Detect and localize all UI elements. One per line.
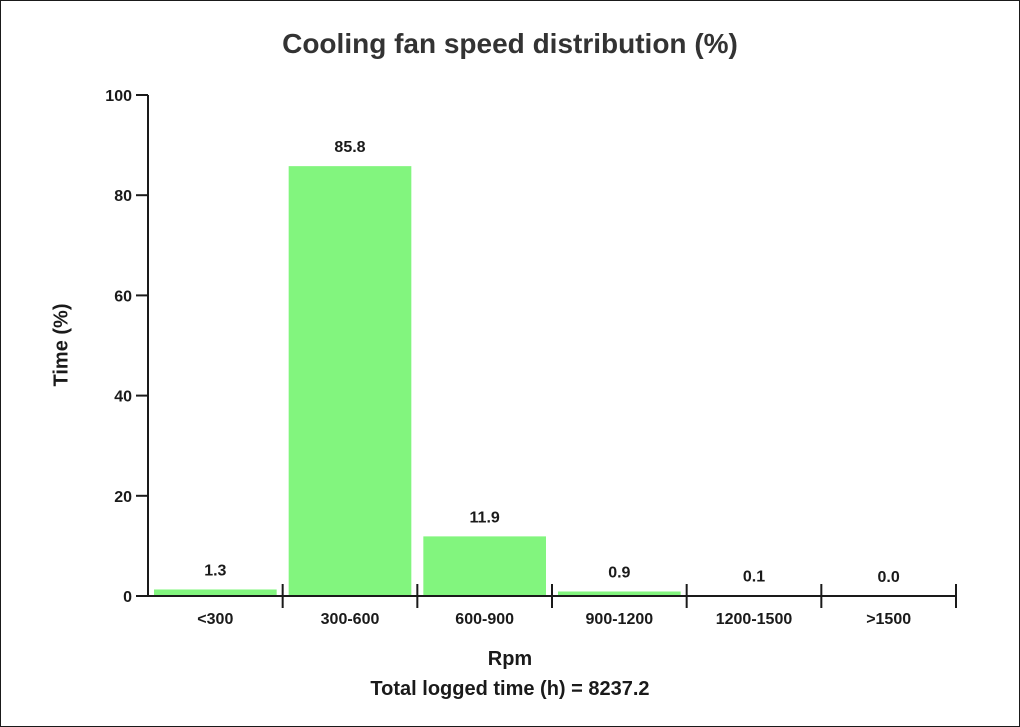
data-label: 0.0 — [878, 569, 900, 586]
y-tick-label: 80 — [114, 188, 132, 205]
x-tick-label: <300 — [197, 611, 233, 628]
y-tick-label: 20 — [114, 489, 132, 506]
bar — [423, 536, 546, 596]
y-tick-label: 0 — [123, 589, 132, 606]
data-label: 0.1 — [743, 568, 765, 585]
data-label: 1.3 — [204, 562, 226, 579]
x-tick-label: 600-900 — [455, 611, 514, 628]
bar — [154, 589, 277, 596]
bar — [288, 166, 412, 596]
bar — [558, 591, 681, 596]
x-tick-label: 1200-1500 — [716, 611, 793, 628]
x-tick-label: 300-600 — [321, 611, 380, 628]
chart-subtitle: Total logged time (h) = 8237.2 — [370, 678, 650, 700]
x-tick-label: >1500 — [866, 611, 911, 628]
x-axis-label: Rpm — [487, 648, 533, 670]
chart-title: Cooling fan speed distribution (%) — [282, 28, 738, 59]
y-tick-label: 100 — [105, 88, 132, 105]
data-label: 85.8 — [334, 139, 365, 156]
data-label: 0.9 — [608, 564, 630, 581]
data-label: 11.9 — [470, 509, 500, 526]
y-tick-label: 40 — [114, 389, 132, 406]
y-tick-label: 60 — [114, 288, 132, 305]
x-tick-label: 900-1200 — [586, 611, 654, 628]
